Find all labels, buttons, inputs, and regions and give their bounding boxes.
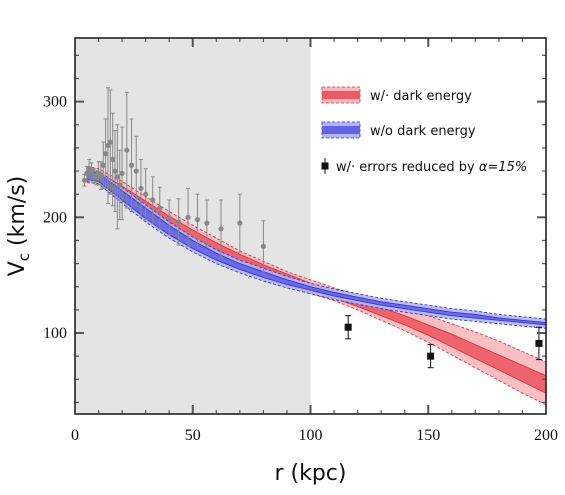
gray-data-point xyxy=(98,161,104,191)
gray-point-marker xyxy=(112,168,118,174)
gray-data-point xyxy=(128,118,135,213)
gray-data-point xyxy=(119,126,125,221)
gray-point-marker xyxy=(103,151,109,157)
gray-point-marker xyxy=(138,185,144,191)
bands-group xyxy=(86,165,546,406)
gray-point-marker xyxy=(128,162,135,168)
gray-point-marker xyxy=(117,182,123,188)
blue-band-inner-lower-edge xyxy=(86,178,546,326)
gray-point-marker xyxy=(176,219,182,225)
gray-point-marker xyxy=(185,214,191,220)
gray-point-marker xyxy=(114,174,120,180)
gray-data-point xyxy=(185,187,191,247)
gray-point-marker xyxy=(166,214,172,220)
gray-data-point xyxy=(86,158,92,179)
legend-square-label: w/· errors reduced by α=15% xyxy=(336,160,527,175)
x-tick-label: 100 xyxy=(299,427,323,444)
black-data-point xyxy=(427,344,435,369)
gray-point-marker xyxy=(84,170,90,176)
tick-labels-group: 0 50 100 150 200 100 200 300 xyxy=(43,94,558,444)
y-tick-label: 100 xyxy=(43,325,67,342)
y-axis-label-unit: (km/s) xyxy=(5,176,30,253)
gray-data-point xyxy=(176,198,182,246)
gray-data-point xyxy=(114,124,120,230)
points-group xyxy=(81,87,543,369)
gray-point-marker xyxy=(107,139,113,145)
gray-point-marker xyxy=(124,147,130,153)
gray-point-marker xyxy=(98,173,104,179)
gray-point-marker xyxy=(88,168,95,174)
blue-band-outer-lower-edge xyxy=(86,181,546,329)
gray-data-point xyxy=(157,186,163,230)
x-tick-label: 150 xyxy=(416,427,440,444)
legend-red-label: w/· dark energy xyxy=(370,89,472,104)
gray-data-point xyxy=(124,91,130,209)
black-point-marker xyxy=(427,352,435,360)
gray-data-point xyxy=(237,193,243,253)
gray-data-point xyxy=(103,118,109,189)
y-axis-label-sub: c xyxy=(15,253,33,261)
gray-point-marker xyxy=(157,205,163,211)
blue-band-inner-upper-edge xyxy=(86,170,546,324)
gray-data-point xyxy=(194,193,201,246)
gray-data-point xyxy=(166,199,172,236)
gray-point-marker xyxy=(218,226,224,232)
gray-data-point xyxy=(117,149,123,221)
gray-point-marker xyxy=(93,175,99,181)
x-tick-label: 50 xyxy=(185,427,201,444)
gray-data-point xyxy=(260,220,266,273)
gray-point-marker xyxy=(194,217,201,223)
legend: w/· dark energy w/o dark energy w/· erro… xyxy=(321,86,527,175)
legend-blue-swatch-inner xyxy=(322,126,360,134)
gray-point-marker xyxy=(143,191,149,197)
gray-point-marker xyxy=(204,220,210,226)
gray-data-point xyxy=(133,135,139,207)
gray-point-marker xyxy=(119,170,125,176)
gray-data-point xyxy=(150,176,156,224)
x-tick-label: 0 xyxy=(71,427,79,444)
legend-square-marker xyxy=(321,158,329,174)
x-axis-label: r (kpc) xyxy=(274,461,346,486)
gray-data-point xyxy=(143,168,149,221)
gray-data-point xyxy=(110,112,116,207)
black-point-marker xyxy=(344,323,352,331)
gray-point-marker xyxy=(133,168,139,174)
gray-point-marker xyxy=(150,197,156,203)
gray-data-point xyxy=(107,89,113,195)
legend-square-label-main: w/· errors reduced by xyxy=(336,160,479,175)
gray-point-marker xyxy=(237,220,243,226)
y-tick-label: 200 xyxy=(43,209,67,226)
y-axis-label-main: V xyxy=(5,261,30,276)
gray-point-marker xyxy=(260,243,266,249)
gray-data-point xyxy=(204,199,210,247)
gray-data-point xyxy=(218,199,224,259)
black-point-marker xyxy=(535,339,543,347)
legend-red-swatch-inner xyxy=(322,91,360,99)
gray-data-point xyxy=(138,158,144,218)
y-axis-label: Vc (km/s) xyxy=(5,176,33,277)
gray-data-point xyxy=(91,168,97,184)
legend-marker-square xyxy=(321,162,329,170)
gray-point-marker xyxy=(100,162,106,168)
plot-frame xyxy=(74,37,547,415)
gray-point-marker xyxy=(81,177,88,183)
gray-point-marker xyxy=(110,156,116,163)
legend-blue-label: w/o dark energy xyxy=(370,124,476,139)
gray-data-point xyxy=(112,130,118,213)
black-data-point xyxy=(344,315,352,340)
x-tick-label: 200 xyxy=(534,427,558,444)
y-tick-label: 300 xyxy=(43,94,67,111)
gray-data-point xyxy=(105,87,111,204)
legend-square-label-alpha: α=15% xyxy=(479,160,527,175)
